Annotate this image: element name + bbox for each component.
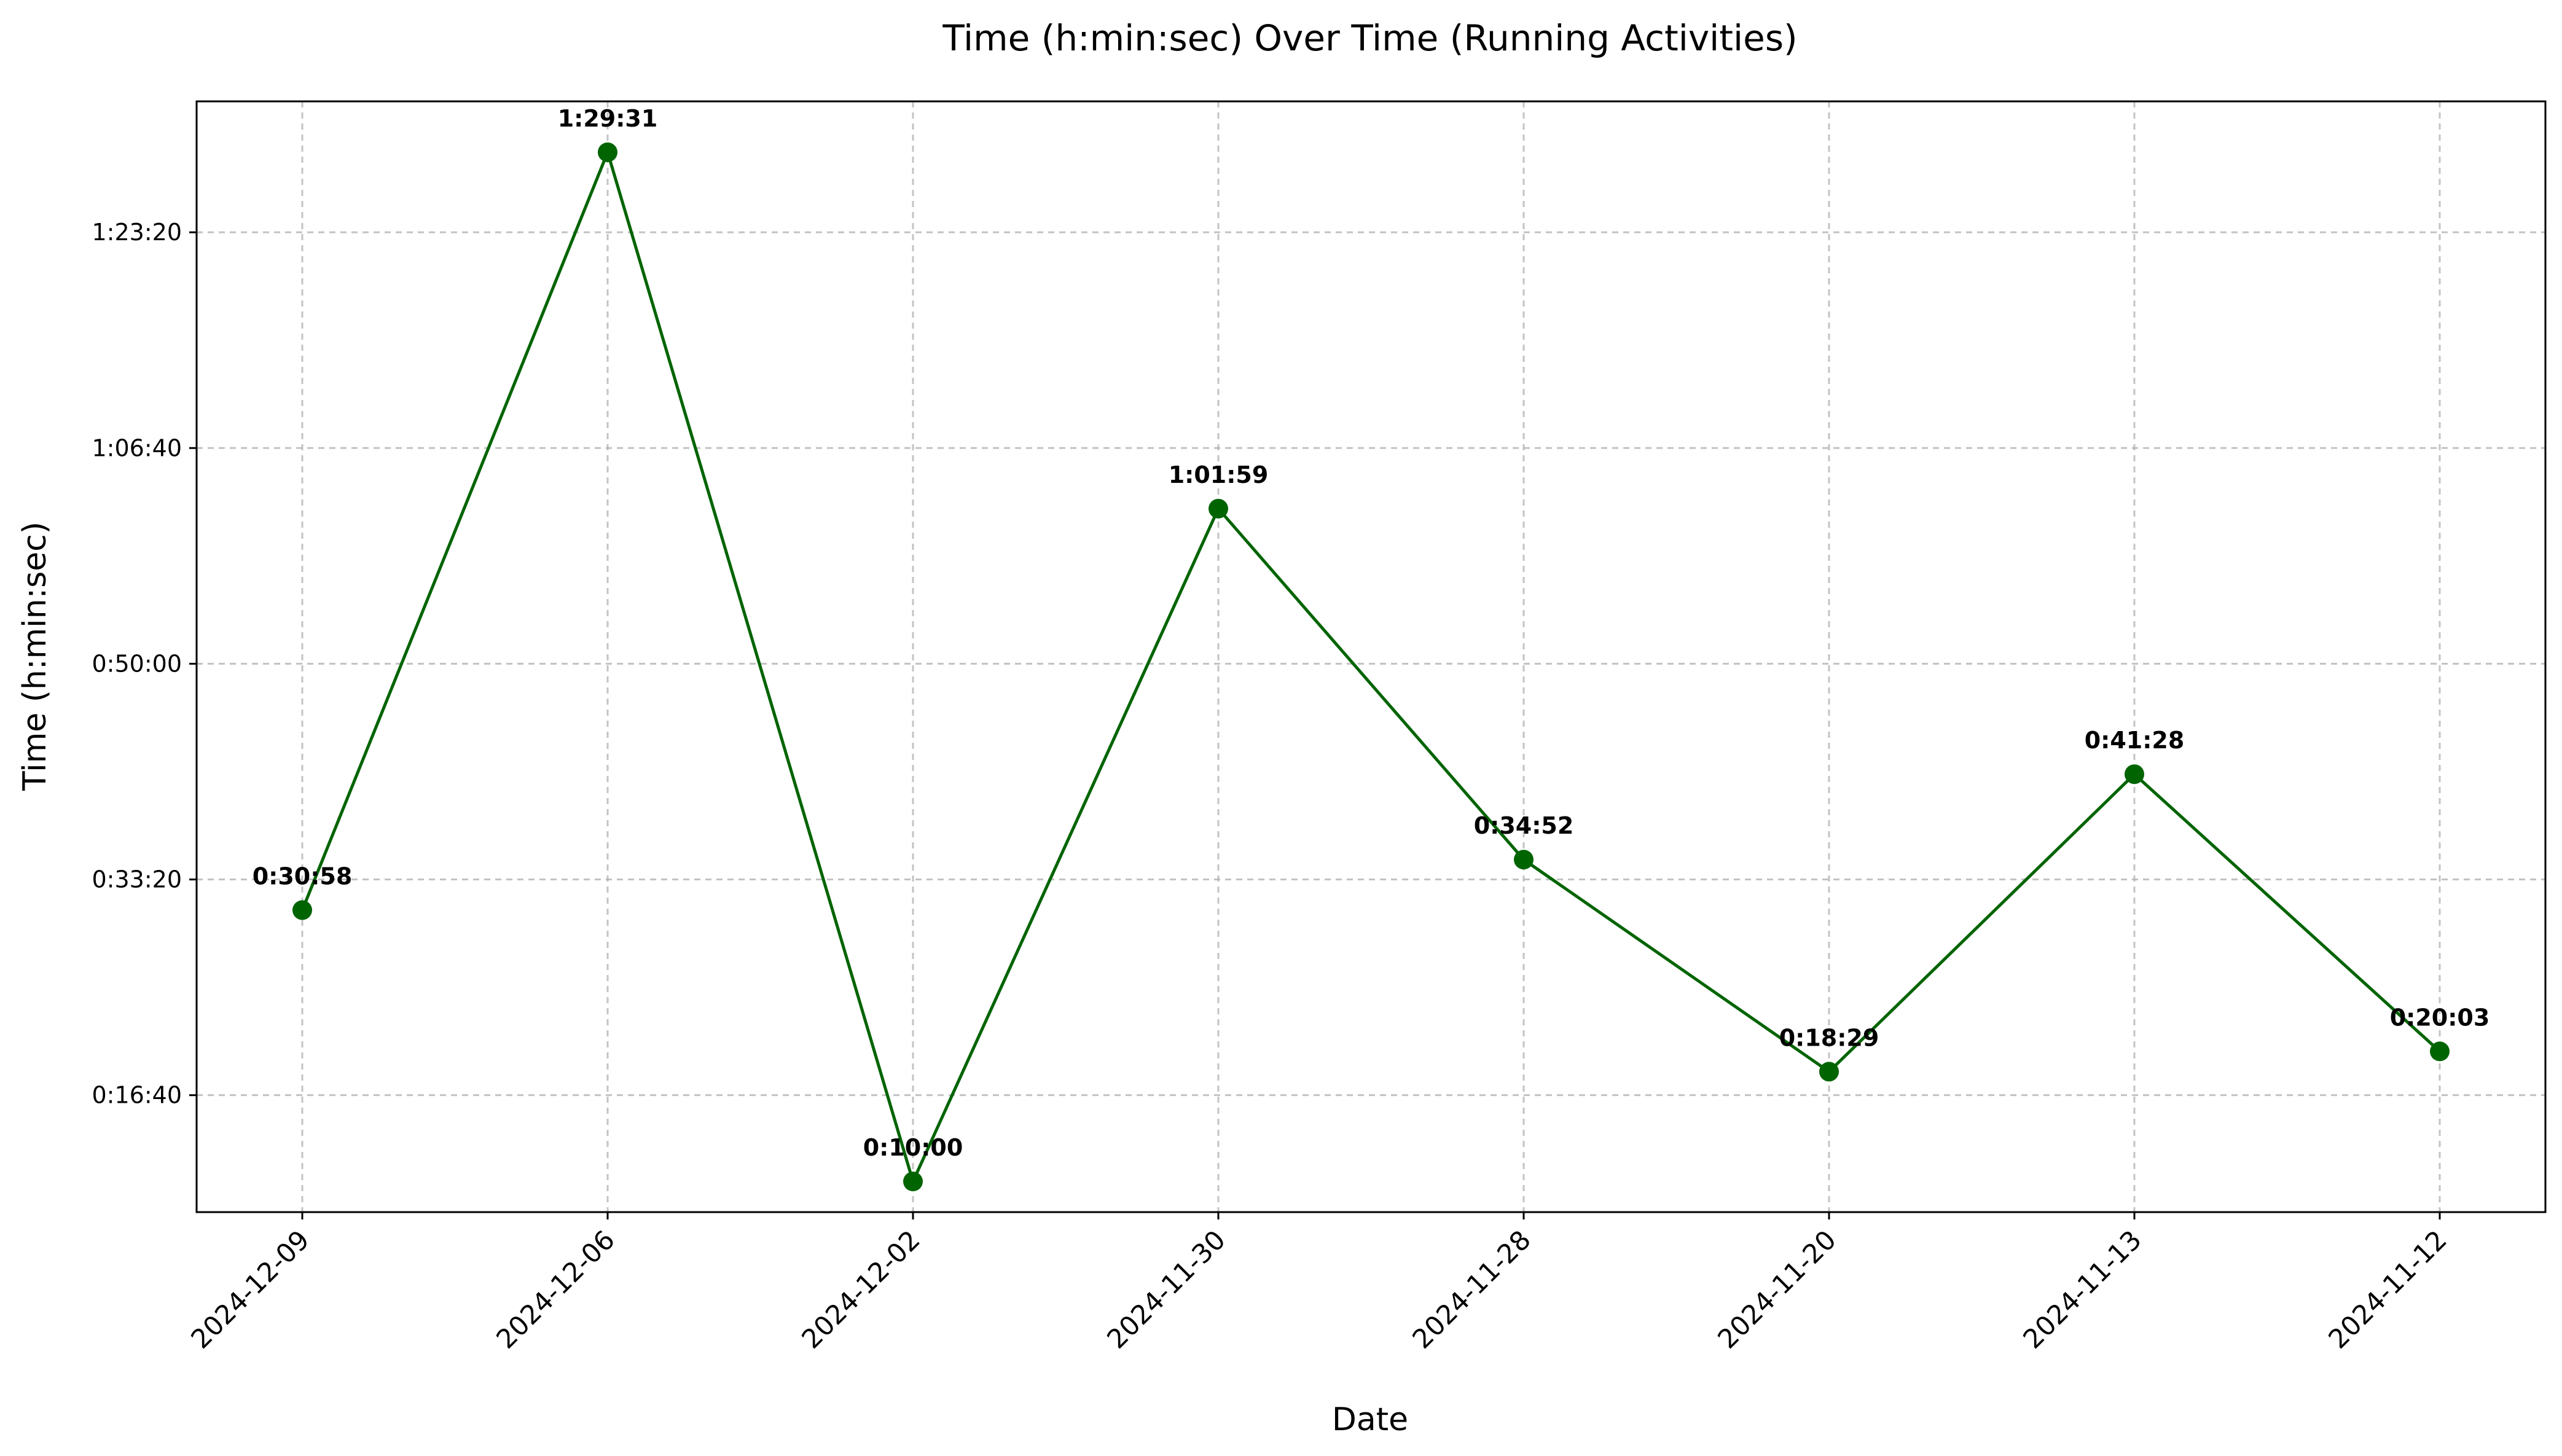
chart-title: Time (h:min:sec) Over Time (Running Acti… [942,17,1797,59]
data-label: 0:18:29 [1779,1024,1879,1051]
plot-frame [195,100,2547,1213]
x-tick-label: 2024-12-09 [186,1224,316,1355]
data-label: 0:10:00 [863,1134,963,1161]
data-point [1514,850,1534,870]
y-tick-label: 0:50:00 [92,650,182,677]
data-point [1209,498,1228,519]
x-axis-label: Date [1332,1401,1408,1438]
data-label: 0:20:03 [2390,1004,2490,1031]
data-label: 0:30:58 [253,863,353,890]
data-point [2430,1041,2450,1062]
data-point [2125,764,2144,785]
y-axis: 0:16:40 0:33:20 0:50:00 1:06:40 1:23:20 [92,219,197,1109]
x-axis: 2024-12-09 2024-12-06 2024-12-02 2024-11-30… [186,1212,2453,1355]
x-tick-label: 2024-11-28 [1407,1224,1537,1355]
x-tick-label: 2024-12-02 [796,1224,926,1355]
y-tick-label: 0:33:20 [92,866,182,893]
y-tick-label: 1:06:40 [92,434,182,461]
series-line [300,147,2441,1186]
data-labels: 0:30:58 1:29:31 0:10:00 1:01:59 0:34:52 0:18:… [253,105,2490,1161]
x-tick-label: 2024-11-30 [1102,1224,1232,1355]
data-label: 1:29:31 [558,105,658,132]
grid-lines [197,101,2545,1212]
x-tick-label: 2024-11-13 [2018,1224,2148,1355]
x-tick-label: 2024-11-20 [1712,1224,1843,1355]
y-tick-label: 0:16:40 [92,1082,182,1109]
data-label: 0:41:28 [2085,727,2185,754]
data-points [292,142,2450,1192]
data-point [903,1172,923,1192]
data-label: 1:01:59 [1169,461,1269,488]
x-tick-label: 2024-11-12 [2323,1224,2453,1355]
data-point [1819,1062,1839,1082]
data-point [598,142,617,162]
data-label: 0:34:52 [1474,812,1574,839]
data-point [292,900,312,920]
y-axis-label: Time (h:min:sec) [17,522,53,791]
x-tick-label: 2024-12-06 [491,1224,621,1355]
y-tick-label: 1:23:20 [92,219,182,246]
